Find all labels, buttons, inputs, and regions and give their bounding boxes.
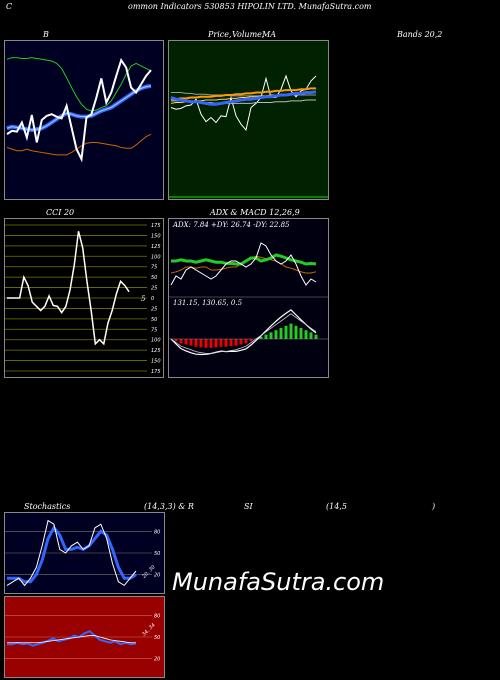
cci-tick-label: 125 <box>151 244 161 250</box>
cci-ticks: 175 150 125 100 75 50 25 0 25 50 75 100 125 150 175 <box>151 223 161 375</box>
stochastics-chart: 80 50 20 <box>5 519 160 587</box>
stoch-label-a: Stochastics <box>24 502 71 511</box>
cci-last-value: 5 <box>141 295 146 303</box>
bb-middle-band <box>6 83 152 133</box>
cci-tick-label: 175 <box>151 369 161 375</box>
stoch-label-d: (14,5 <box>326 502 347 511</box>
bollinger-chart <box>6 57 152 163</box>
price-ma-panel <box>168 40 329 200</box>
cci-tick-label: 25 <box>151 286 157 292</box>
bollinger-label: B <box>43 30 49 39</box>
macd-bar <box>244 339 248 344</box>
cci-chart: 175 150 125 100 75 50 25 0 25 50 75 100 125 150 175 <box>5 223 161 375</box>
cci-panel: 175 150 125 100 75 50 25 0 25 50 75 100 125 150 175 5 <box>4 218 164 378</box>
macd-bar <box>234 339 238 346</box>
macd-signal-line <box>170 313 317 354</box>
macd-bar <box>194 339 198 347</box>
macd-bar <box>209 339 213 348</box>
adx-minus-dy <box>170 255 317 274</box>
stochastics-panel: 80 50 20 20, 30 <box>4 512 165 594</box>
cci-tick-label: 0 <box>151 296 154 302</box>
bb-price-line <box>6 57 152 163</box>
macd-bar <box>204 339 208 348</box>
macd-bar <box>229 339 233 347</box>
macd-bar <box>314 334 318 339</box>
ma-label: MA <box>262 30 276 39</box>
rsi-line <box>7 630 137 647</box>
macd-bar <box>294 325 298 339</box>
volume-label: Volume, <box>232 30 265 39</box>
stoch-tick-label: 50 <box>154 551 160 557</box>
page-title: ommon Indicators 530853 HIPOLIN LTD. Mun… <box>128 2 372 11</box>
header-c: C <box>6 2 13 11</box>
cci-label: CCI 20 <box>46 208 75 217</box>
macd-bar <box>249 339 253 342</box>
rsi-tick-label: 20 <box>154 657 160 663</box>
pv-ma-blue <box>170 90 317 106</box>
price-label: Price, <box>208 30 232 39</box>
cci-tick-label: 100 <box>151 254 161 260</box>
rsi-ticks: 80 50 20 <box>154 613 160 662</box>
macd-bar <box>184 339 188 345</box>
adx-plus-dy <box>170 242 317 286</box>
rsi-chart: 80 50 20 <box>5 613 160 663</box>
watermark: MunafaSutra.com <box>172 568 385 596</box>
macd-bar <box>239 339 243 345</box>
rsi-tick-label: 50 <box>154 635 160 641</box>
cci-line <box>7 231 130 346</box>
macd-bar <box>289 323 293 339</box>
macd-bar <box>299 328 303 339</box>
cci-tick-label: 125 <box>151 348 161 354</box>
price-ma-chart <box>169 74 328 198</box>
macd-values: 131.15, 130.65, 0.5 <box>173 299 243 307</box>
bands-label: Bands 20,2 <box>397 30 443 39</box>
adx-values: ADX: 7.84 +DY: 26.74 -DY: 22.85 <box>173 221 290 229</box>
macd-bar <box>269 332 273 339</box>
stoch-label-e: ) <box>432 502 436 511</box>
rsi-signal-line <box>7 635 136 644</box>
stoch-label-c: SI <box>244 502 253 511</box>
macd-bar <box>264 334 268 339</box>
macd-bar <box>304 330 308 339</box>
macd-bar <box>259 336 263 339</box>
cci-tick-label: 75 <box>151 265 157 271</box>
macd-bar <box>174 339 178 342</box>
macd-bar <box>214 339 218 348</box>
stoch-tick-label: 20 <box>154 573 160 579</box>
macd-line <box>170 309 317 356</box>
macd-bar <box>284 325 288 339</box>
adx-macd-chart <box>169 242 328 356</box>
stoch-d-line <box>7 525 137 584</box>
macd-bar <box>179 339 183 344</box>
macd-bar <box>189 339 193 346</box>
cci-tick-label: 25 <box>151 306 157 312</box>
stoch-label-b: (14,3,3) & R <box>144 502 194 511</box>
macd-bar <box>279 328 283 339</box>
cci-tick-label: 75 <box>151 327 157 333</box>
stoch-k-line <box>6 519 137 587</box>
cci-tick-label: 100 <box>151 338 161 344</box>
cci-tick-label: 150 <box>151 359 161 365</box>
bollinger-panel <box>4 40 164 200</box>
cci-tick-label: 50 <box>151 317 157 323</box>
pv-price-line <box>170 74 317 132</box>
adx-macd-label: ADX & MACD 12,26,9 <box>210 208 300 217</box>
adx-macd-panel: ADX: 7.84 +DY: 26.74 -DY: 22.85 131.15, … <box>168 218 329 378</box>
bb-middle-band-highlight <box>6 85 152 131</box>
cci-tick-label: 50 <box>151 275 157 281</box>
macd-bar <box>309 332 313 339</box>
stoch-ticks: 80 50 20 <box>154 529 160 578</box>
macd-bar <box>274 330 278 339</box>
cci-tick-label: 175 <box>151 223 161 229</box>
rsi-panel: 80 50 20 34, 34 <box>4 596 165 678</box>
macd-bar <box>224 339 228 347</box>
pv-ma-orange <box>171 87 316 101</box>
adx-line <box>171 253 317 266</box>
stoch-tick-label: 80 <box>154 529 160 535</box>
macd-bar <box>199 339 203 348</box>
rsi-tick-label: 80 <box>154 613 160 619</box>
cci-tick-label: 150 <box>151 233 161 239</box>
macd-bar <box>219 339 223 347</box>
bb-lower-band <box>6 133 152 156</box>
